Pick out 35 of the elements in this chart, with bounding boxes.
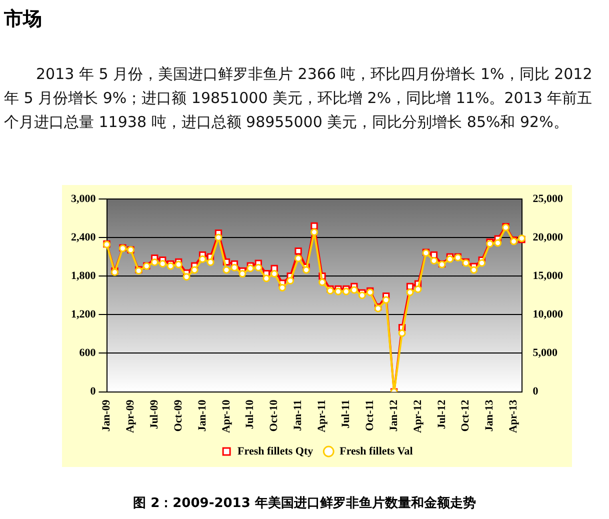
x-tick-label: Apr-11 [316, 400, 328, 432]
x-tick-label: Jul-12 [436, 399, 448, 430]
y2-tick-label: 5,000 [532, 347, 558, 360]
y2-tick-label: 25,000 [532, 192, 564, 205]
x-tick-label: Jan-12 [388, 399, 400, 432]
x-tick-label: Jul-11 [340, 400, 352, 429]
y-tick-label: 1,800 [71, 270, 96, 282]
y2-tick-label: 15,000 [532, 270, 564, 282]
x-tick-label: Jan-10 [196, 399, 208, 432]
y2-tick-label: 10,000 [532, 308, 564, 321]
y2-tick-label: 20,000 [532, 231, 564, 244]
x-tick-label: Oct-12 [460, 399, 472, 432]
x-tick-label: Apr-13 [508, 399, 520, 434]
x-tick-label: Oct-11 [364, 400, 376, 431]
legend-label: Fresh fillets Qty [238, 445, 314, 458]
chart-subtitle: 2013 年 5 月份，美国进口鲜罗非鱼片 2366 吨，环比四月份增长 1%，同比 2012 年 5 月份增长 9%；进口额 19851000 美元，环比增 2%，同比增 11%。2013 年前五个月进口总量 11938 吨，进口总额 98955000 美元，同比分别增长 85%和 92%。 [4, 64, 594, 133]
x-tick-label: Oct-09 [172, 399, 184, 432]
x-tick-label: Apr-12 [412, 399, 424, 434]
y-tick-label: 0 [90, 386, 96, 398]
x-tick-label: Apr-09 [124, 399, 137, 434]
y-tick-label: 1,200 [71, 308, 96, 321]
y-tick-label: 600 [79, 347, 96, 360]
x-tick-label: Jan-09 [100, 399, 113, 432]
legend-label: Fresh fillets Val [340, 445, 413, 458]
x-tick-label: Oct-10 [268, 399, 280, 432]
y-tick-label: 3,000 [71, 192, 96, 205]
x-tick-label: Jan-13 [484, 399, 496, 432]
x-tick-label: Jan-11 [292, 400, 304, 431]
y2-tick-label: 0 [532, 386, 539, 398]
x-tick-label: Jul-10 [244, 399, 256, 430]
chart-title: 市场 [4, 7, 42, 32]
y-tick-label: 2,400 [71, 231, 96, 244]
caption: 图 2：2009-2013 年美国进口鲜罗非鱼片数量和金额走势 [132, 494, 477, 512]
x-tick-label: Jul-09 [148, 399, 160, 430]
x-tick-label: Apr-10 [220, 399, 232, 434]
